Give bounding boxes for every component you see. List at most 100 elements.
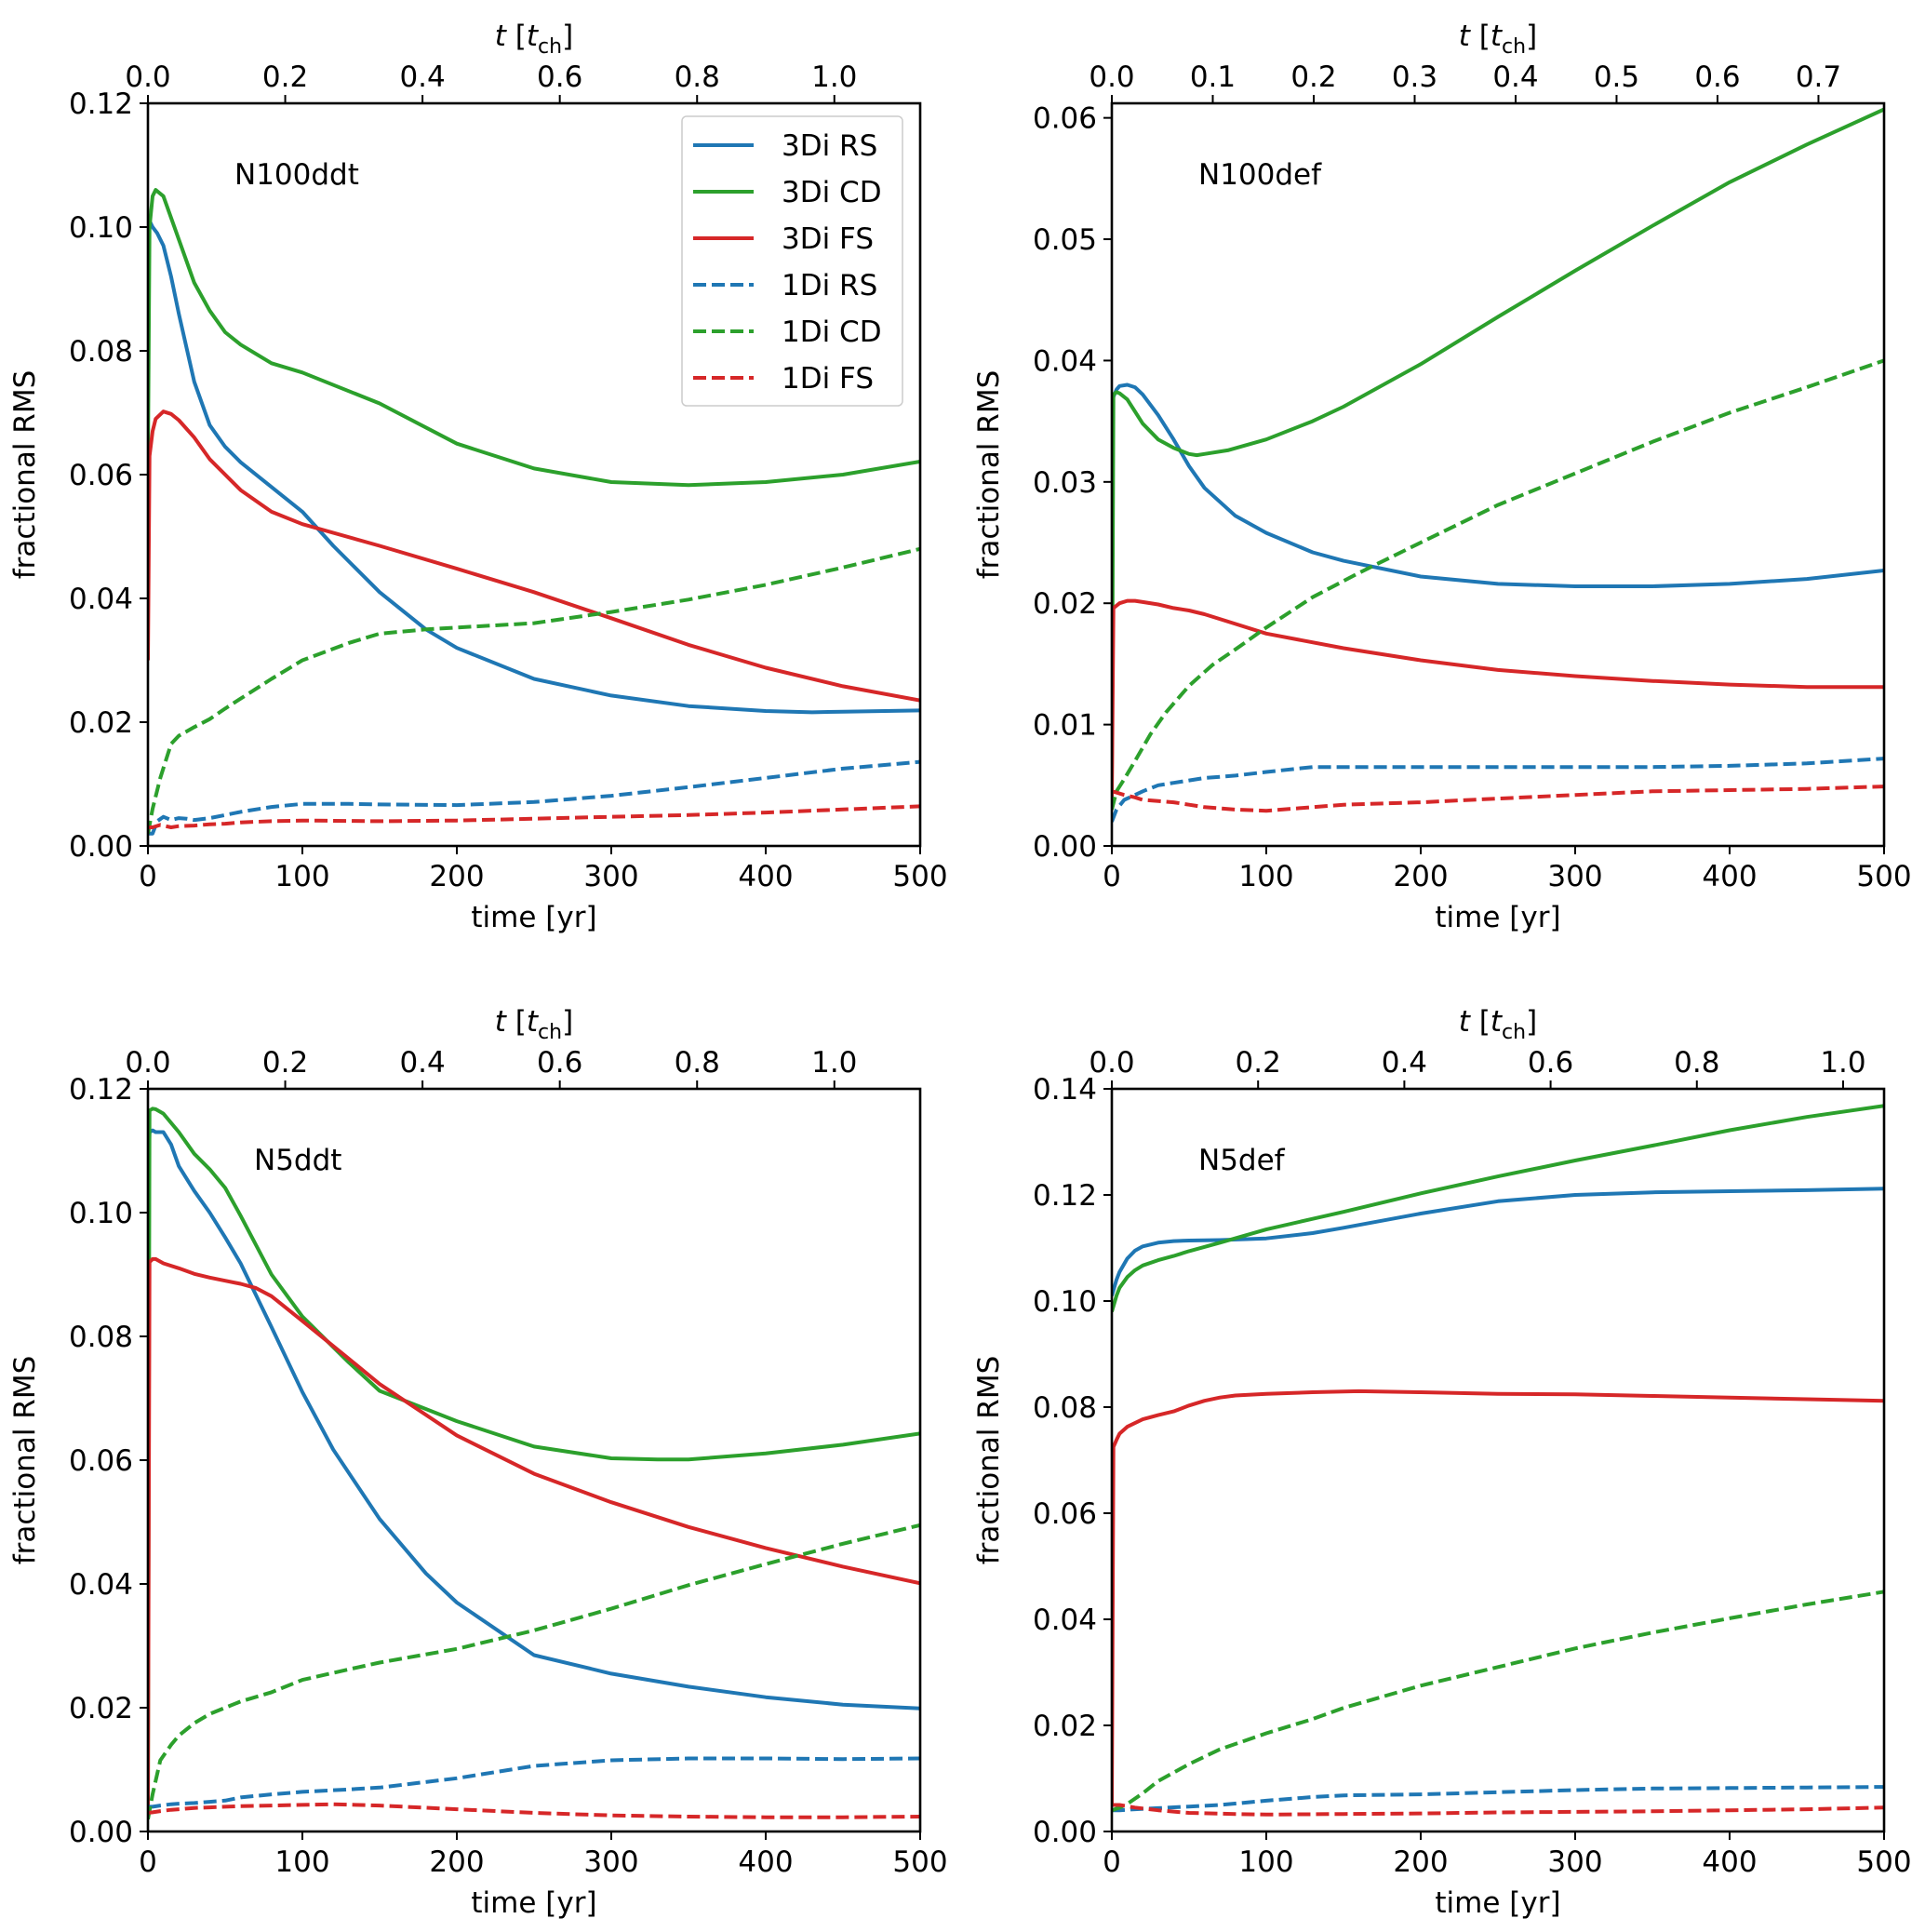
y-tick-label: 0.10 <box>1033 1285 1097 1319</box>
panel-label: N5def <box>1198 1144 1286 1177</box>
series-line-3di-cd <box>1112 107 1884 785</box>
y-axis-label: fractional RMS <box>8 1356 42 1565</box>
x-tick-label: 300 <box>583 860 638 893</box>
top-x-tick-label: 0.0 <box>1089 1046 1134 1080</box>
legend-entry-label: 3Di RS <box>782 129 877 163</box>
series-line-1di-fs <box>1112 785 1884 813</box>
legend: 3Di RS 3Di CD 3Di FS 1Di RS 1Di CD 1Di FS <box>681 115 903 407</box>
top-x-tick-label: 0.0 <box>125 1046 170 1080</box>
y-tick-label: 0.06 <box>1033 1497 1097 1531</box>
series-line-3di-fs <box>148 1256 920 1814</box>
top-x-tick-label: 0.6 <box>537 60 582 94</box>
y-tick-label: 0.06 <box>1033 102 1097 136</box>
x-axis-label: time [yr] <box>1435 901 1560 934</box>
series-line-1di-cd <box>1112 1590 1884 1813</box>
x-tick-label: 400 <box>1702 1845 1757 1879</box>
series-line-3di-cd <box>148 188 920 488</box>
top-x-tick-label: 1.0 <box>1820 1046 1865 1080</box>
x-tick-label: 500 <box>892 860 947 893</box>
panel-label: N5ddt <box>254 1144 341 1177</box>
y-tick-label: 0.12 <box>69 87 133 121</box>
y-axis-label: fractional RMS <box>972 1356 1006 1565</box>
y-tick-label: 0.00 <box>69 830 133 864</box>
x-tick-label: 0 <box>139 860 157 893</box>
top-x-tick-label: 1.0 <box>811 1046 857 1080</box>
y-tick-label: 0.03 <box>1033 466 1097 500</box>
y-tick-label: 0.02 <box>1033 1710 1097 1743</box>
y-tick-label: 0.08 <box>69 1321 133 1354</box>
top-x-tick-label: 0.2 <box>1290 60 1336 94</box>
y-tick-label: 0.12 <box>1033 1179 1097 1213</box>
top-x-tick-label: 0.8 <box>1674 1046 1719 1080</box>
series-line-1di-cd <box>1112 358 1884 811</box>
top-x-tick-label: 0.2 <box>262 1046 308 1080</box>
y-tick-label: 0.00 <box>69 1816 133 1849</box>
top-x-tick-label: 0.3 <box>1392 60 1437 94</box>
top-x-tick-label: 0.4 <box>399 1046 445 1080</box>
series-group <box>1112 1104 1884 1817</box>
y-tick-label: 0.02 <box>69 706 133 740</box>
x-tick-label: 100 <box>274 860 329 893</box>
series-group <box>148 1107 920 1820</box>
legend-entry-label: 1Di RS <box>782 269 877 302</box>
series-line-3di-fs <box>1112 598 1884 798</box>
y-axis-label: fractional RMS <box>972 370 1006 580</box>
series-line-1di-cd <box>148 1523 920 1820</box>
y-tick-label: 0.04 <box>1033 1603 1097 1637</box>
series-line-1di-rs <box>148 1756 920 1809</box>
top-x-tick-label: 0.6 <box>1694 60 1740 94</box>
x-tick-label: 300 <box>1547 1845 1602 1879</box>
x-tick-label: 100 <box>1238 860 1293 893</box>
x-tick-label: 500 <box>892 1845 947 1879</box>
top-x-axis-label: t [tch] <box>1459 1005 1537 1044</box>
series-line-1di-rs <box>148 759 920 836</box>
top-x-tick-label: 0.6 <box>1528 1046 1573 1080</box>
top-x-axis-label: t [tch] <box>495 1005 573 1044</box>
y-tick-label: 0.08 <box>1033 1391 1097 1425</box>
legend-box <box>681 115 903 407</box>
x-tick-label: 200 <box>1393 860 1448 893</box>
x-tick-label: 400 <box>738 860 793 893</box>
y-tick-label: 0.04 <box>1033 344 1097 378</box>
x-tick-label: 200 <box>429 860 484 893</box>
x-tick-label: 300 <box>583 1845 638 1879</box>
x-tick-label: 0 <box>139 1845 157 1879</box>
top-x-tick-label: 0.1 <box>1190 60 1236 94</box>
y-tick-label: 0.04 <box>69 583 133 616</box>
series-line-3di-rs <box>148 219 920 715</box>
chart-panel-4: 0 100 200 300 400 500 0.00 0.02 0.04 0.06 0.08 0.10… <box>972 1005 1912 1920</box>
axes-frame <box>1110 101 1886 848</box>
y-tick-label: 0.12 <box>69 1073 133 1107</box>
series-line-3di-rs <box>1112 1187 1884 1296</box>
top-x-tick-label: 0.7 <box>1796 60 1841 94</box>
top-x-tick-label: 0.2 <box>1236 1046 1281 1080</box>
x-tick-label: 200 <box>1393 1845 1448 1879</box>
top-x-tick-label: 0.6 <box>537 1046 582 1080</box>
series-line-3di-fs <box>1112 1389 1884 1805</box>
series-line-3di-cd <box>148 1107 920 1807</box>
series-group <box>1112 107 1884 823</box>
top-x-tick-label: 0.0 <box>1089 60 1134 94</box>
x-tick-label: 500 <box>1856 860 1911 893</box>
x-axis-label: time [yr] <box>471 901 596 934</box>
series-line-1di-fs <box>148 804 920 829</box>
x-tick-label: 100 <box>1238 1845 1293 1879</box>
y-tick-label: 0.14 <box>1033 1073 1097 1107</box>
series-line-1di-fs <box>148 1802 920 1819</box>
top-x-tick-label: 0.4 <box>399 60 445 94</box>
y-tick-label: 0.02 <box>69 1692 133 1725</box>
series-line-1di-rs <box>1112 757 1884 823</box>
y-tick-label: 0.02 <box>1033 587 1097 621</box>
series-line-1di-fs <box>1112 1803 1884 1817</box>
x-tick-label: 0 <box>1103 1845 1121 1879</box>
top-x-axis-label: t [tch] <box>495 20 573 59</box>
top-x-tick-label: 0.4 <box>1492 60 1538 94</box>
x-tick-label: 400 <box>1702 860 1757 893</box>
x-tick-label: 400 <box>738 1845 793 1879</box>
y-tick-label: 0.00 <box>1033 1816 1097 1849</box>
x-tick-label: 300 <box>1547 860 1602 893</box>
axes-frame <box>146 1087 922 1833</box>
y-tick-label: 0.10 <box>69 1197 133 1230</box>
chart-panel-1: 0 100 200 300 400 500 0.00 0.02 0.04 0.06 0.08 0.10… <box>8 20 948 934</box>
